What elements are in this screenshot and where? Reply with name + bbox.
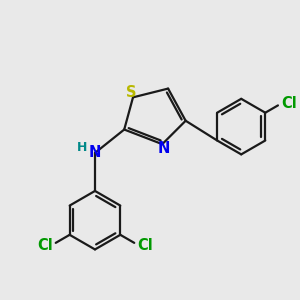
Text: Cl: Cl — [37, 238, 53, 253]
Text: N: N — [89, 146, 101, 160]
Text: S: S — [126, 85, 137, 100]
Text: H: H — [76, 141, 87, 154]
Text: Cl: Cl — [137, 238, 153, 253]
Text: N: N — [158, 141, 170, 156]
Text: Cl: Cl — [281, 96, 297, 111]
